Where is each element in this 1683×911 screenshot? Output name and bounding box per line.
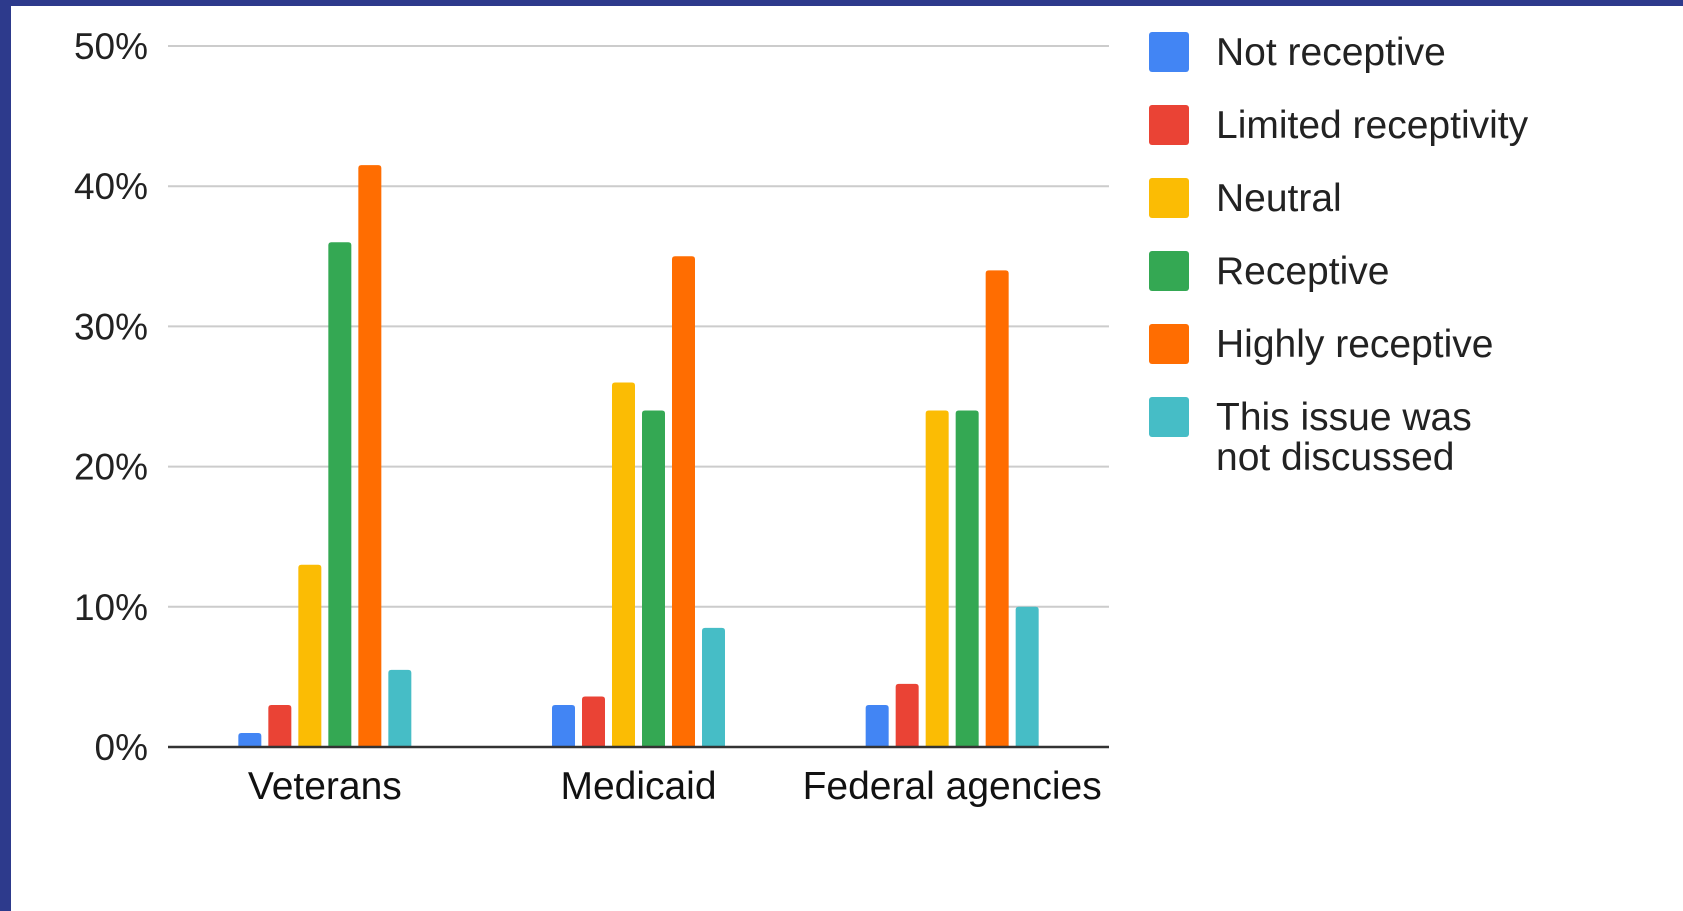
gridlines <box>168 45 1109 608</box>
bar-federal-agencies-this-issue-was-not-discussed <box>1015 606 1039 747</box>
bar-medicaid-this-issue-was-not-discussed <box>702 627 725 747</box>
bar-veterans-receptive <box>328 242 352 747</box>
x-category-label: Veterans <box>248 765 402 808</box>
y-tick-label: 40% <box>74 166 148 207</box>
chart-panel: 0% 10% 20% 30% 40% 50% Veterans Medicaid Federa… <box>11 6 1683 911</box>
legend-swatch <box>1149 397 1189 437</box>
bar-federal-agencies-neutral <box>925 410 949 747</box>
x-category-label: Federal agencies <box>803 765 1102 808</box>
legend-label: Neutral <box>1216 177 1342 220</box>
legend-swatch <box>1149 178 1189 218</box>
y-tick-label: 50% <box>74 26 148 67</box>
bar-veterans-not-receptive <box>238 732 262 747</box>
y-tick-label: 30% <box>74 306 148 347</box>
legend-swatch <box>1149 251 1189 291</box>
y-tick-label: 20% <box>74 447 148 488</box>
bar-medicaid-neutral <box>612 382 635 747</box>
y-tick-label: 10% <box>74 587 148 628</box>
bar-veterans-limited-receptivity <box>268 704 292 747</box>
bar-medicaid-not-receptive <box>552 704 575 747</box>
legend-swatch <box>1149 32 1189 72</box>
bar-medicaid-highly-receptive <box>672 256 695 747</box>
legend: Not receptive Limited receptivity Neutral R… <box>1149 31 1529 479</box>
legend-swatch <box>1149 105 1189 145</box>
legend-label: Receptive <box>1216 250 1389 293</box>
bar-federal-agencies-limited-receptivity <box>895 683 919 747</box>
bar-medicaid-receptive <box>642 410 665 747</box>
legend-label: This issue was not discussed <box>1216 396 1472 479</box>
bar-chart: 0% 10% 20% 30% 40% 50% Veterans Medicaid Federa… <box>74 26 1529 808</box>
legend-item-neutral: Neutral <box>1149 177 1342 220</box>
legend-swatch <box>1149 324 1189 364</box>
legend-label: Limited receptivity <box>1216 104 1529 147</box>
bar-federal-agencies-highly-receptive <box>985 270 1009 747</box>
y-tick-label: 0% <box>95 727 148 768</box>
legend-item-highly-receptive: Highly receptive <box>1149 323 1493 366</box>
bar-federal-agencies-receptive <box>955 410 979 747</box>
legend-item-limited-receptivity: Limited receptivity <box>1149 104 1529 147</box>
bar-medicaid-limited-receptivity <box>582 696 605 747</box>
x-axis-categories: Veterans Medicaid Federal agencies <box>248 765 1102 808</box>
legend-item-receptive: Receptive <box>1149 250 1389 293</box>
x-category-label: Medicaid <box>560 765 716 808</box>
legend-item-this-issue-was-not-discussed: This issue was not discussed <box>1149 396 1472 479</box>
legend-label: Highly receptive <box>1216 323 1493 366</box>
legend-item-not-receptive: Not receptive <box>1149 31 1446 74</box>
bar-veterans-neutral <box>298 564 322 747</box>
bars <box>238 165 1039 748</box>
bar-veterans-highly-receptive <box>358 165 382 748</box>
bar-veterans-this-issue-was-not-discussed <box>388 669 412 747</box>
legend-label: Not receptive <box>1216 31 1446 74</box>
y-axis-ticks: 0% 10% 20% 30% 40% 50% <box>74 26 148 768</box>
bar-federal-agencies-not-receptive <box>865 704 889 747</box>
